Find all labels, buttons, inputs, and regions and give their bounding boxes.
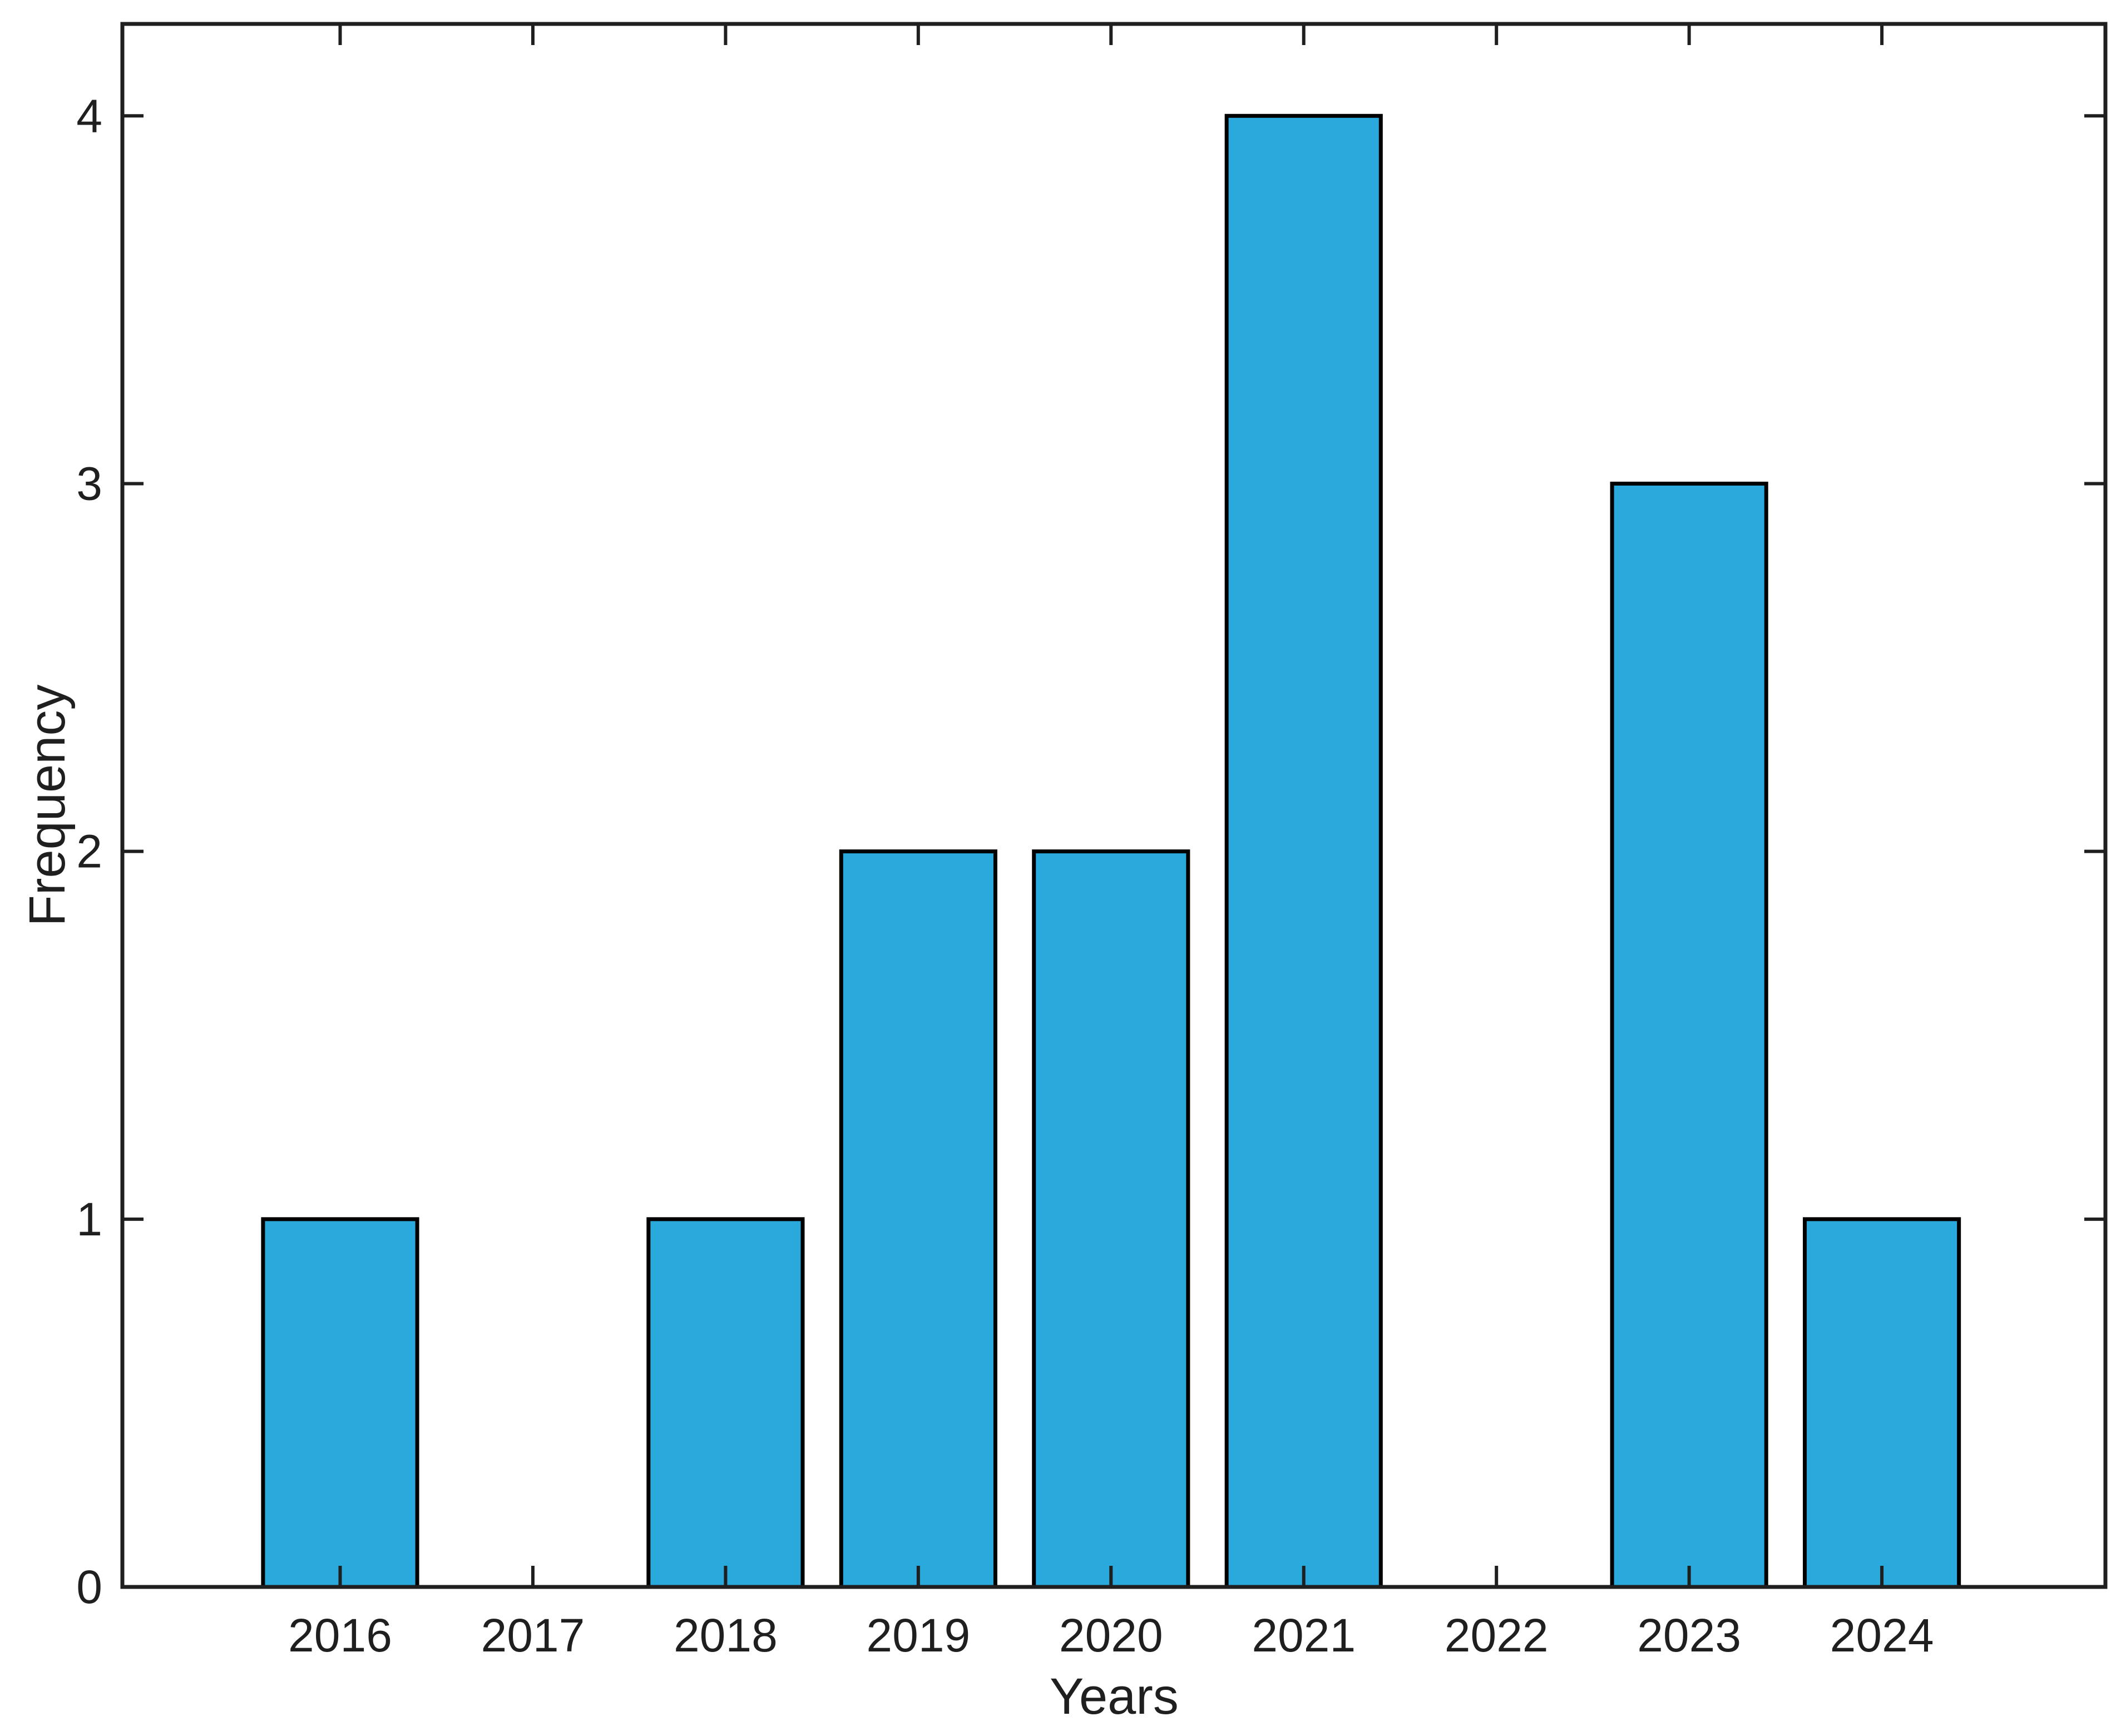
x-tick-label-2019: 2019 [866, 1609, 970, 1661]
bar-2019 [839, 849, 997, 1589]
bar-2023 [1610, 481, 1768, 1589]
x-tick-label-2018: 2018 [674, 1609, 778, 1661]
bar-2018 [646, 1217, 805, 1589]
bar-2020 [1032, 849, 1190, 1589]
x-tick-label-2020: 2020 [1059, 1609, 1163, 1661]
bar-2024 [1803, 1217, 1961, 1589]
x-tick-label-2021: 2021 [1252, 1609, 1356, 1661]
bar-2021 [1224, 113, 1383, 1589]
x-tick-label-2024: 2024 [1830, 1609, 1934, 1661]
bar-2016 [261, 1217, 419, 1589]
y-tick-label-0: 0 [76, 1561, 102, 1613]
x-tick-label-2022: 2022 [1445, 1609, 1549, 1661]
x-tick-label-2017: 2017 [481, 1609, 585, 1661]
y-tick-label-3: 3 [76, 457, 102, 510]
x-tick-label-2023: 2023 [1637, 1609, 1741, 1661]
y-tick-label-2: 2 [76, 825, 102, 878]
y-tick-label-1: 1 [76, 1193, 102, 1245]
x-tick-label-2016: 2016 [288, 1609, 392, 1661]
plot-border [120, 22, 2108, 1589]
bars-layer [261, 113, 1961, 1589]
y-tick-label-4: 4 [76, 90, 102, 142]
y-axis-title: Frequency [19, 685, 76, 927]
x-axis-title: Years [1050, 1668, 1179, 1725]
axes-layer: 2016 2017 2018 2019 2020 2021 2022 2023 2024 0 1 2 3… [76, 22, 2108, 1661]
